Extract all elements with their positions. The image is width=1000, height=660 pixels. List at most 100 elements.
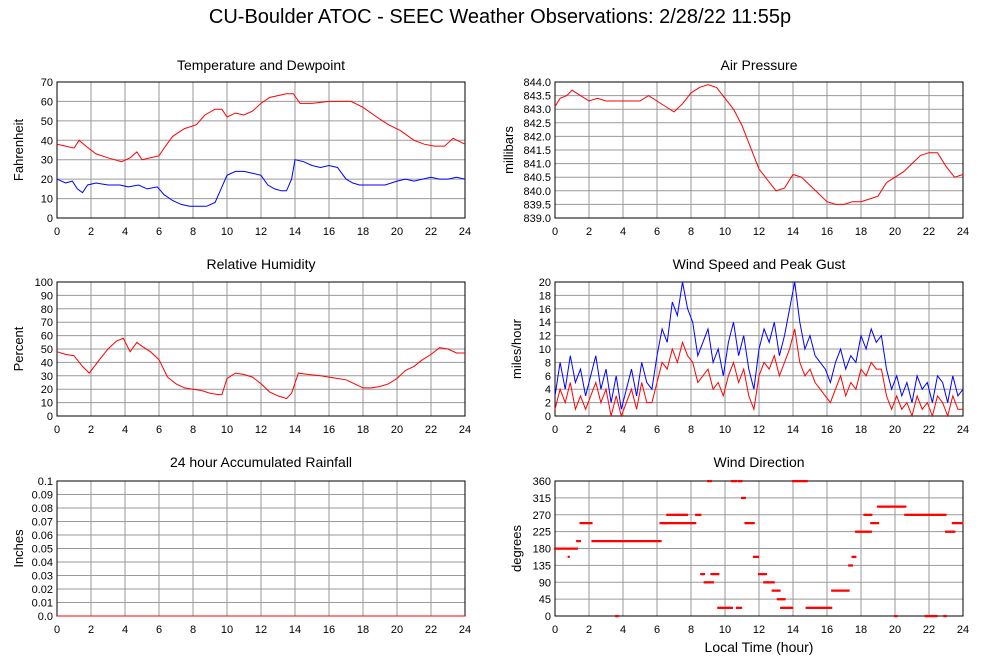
x-tick-label: 22 bbox=[425, 226, 437, 238]
x-tick-label: 4 bbox=[620, 424, 626, 436]
y-tick-label: 30 bbox=[41, 155, 53, 167]
data-point bbox=[771, 589, 774, 592]
data-point bbox=[713, 573, 716, 576]
data-point bbox=[634, 540, 638, 543]
y-axis-label: Fahrenheit bbox=[11, 119, 26, 182]
x-tick-label: 12 bbox=[255, 624, 267, 636]
data-point bbox=[584, 522, 588, 525]
data-point bbox=[615, 615, 618, 618]
data-point bbox=[683, 522, 686, 525]
data-point bbox=[554, 547, 557, 550]
data-point bbox=[925, 615, 929, 618]
data-point bbox=[670, 522, 674, 525]
data-point bbox=[874, 522, 877, 525]
x-tick-label: 18 bbox=[855, 624, 867, 636]
data-point bbox=[616, 615, 619, 618]
data-point bbox=[886, 505, 889, 508]
x-tick-label: 14 bbox=[787, 624, 799, 636]
x-tick-label: 12 bbox=[753, 424, 765, 436]
x-tick-label: 24 bbox=[957, 424, 969, 436]
data-point bbox=[860, 530, 863, 533]
x-tick-label: 8 bbox=[688, 624, 694, 636]
data-point bbox=[832, 589, 835, 592]
data-point bbox=[898, 505, 901, 508]
x-tick-label: 20 bbox=[391, 424, 403, 436]
data-point bbox=[609, 540, 612, 543]
data-point bbox=[877, 522, 880, 525]
data-point bbox=[652, 540, 655, 543]
data-point bbox=[714, 573, 717, 576]
data-point bbox=[589, 522, 592, 525]
data-point bbox=[664, 522, 667, 525]
data-point bbox=[711, 581, 714, 584]
y-tick-label: 18 bbox=[539, 290, 551, 302]
data-point bbox=[941, 513, 944, 516]
data-point bbox=[857, 530, 860, 533]
y-tick-label: 100 bbox=[35, 277, 53, 289]
data-point bbox=[844, 589, 847, 592]
data-point bbox=[719, 606, 723, 609]
x-tick-label: 2 bbox=[586, 624, 592, 636]
data-point bbox=[913, 513, 916, 516]
data-point bbox=[894, 505, 897, 508]
data-point bbox=[754, 555, 757, 558]
x-tick-label: 16 bbox=[821, 624, 833, 636]
data-point bbox=[592, 540, 595, 543]
data-point bbox=[730, 480, 733, 483]
data-point bbox=[639, 540, 642, 543]
y-tick-label: 0.09 bbox=[32, 490, 53, 502]
data-point bbox=[717, 573, 720, 576]
y-tick-label: 843.0 bbox=[523, 104, 551, 116]
data-point bbox=[848, 564, 851, 567]
x-tick-label: 22 bbox=[923, 226, 935, 238]
x-tick-label: 4 bbox=[122, 624, 128, 636]
data-point bbox=[911, 513, 914, 516]
x-tick-label: 18 bbox=[357, 624, 369, 636]
data-point bbox=[683, 513, 686, 516]
data-point bbox=[595, 540, 598, 543]
data-point bbox=[937, 513, 940, 516]
data-point bbox=[751, 522, 754, 525]
y-tick-label: 839.0 bbox=[523, 213, 551, 225]
data-point bbox=[902, 505, 906, 508]
data-point bbox=[653, 540, 657, 543]
data-point bbox=[696, 513, 699, 516]
data-point bbox=[957, 522, 960, 525]
data-point bbox=[624, 540, 627, 543]
data-point bbox=[821, 606, 825, 609]
data-point bbox=[847, 589, 850, 592]
data-point bbox=[768, 581, 771, 584]
series-line bbox=[554, 281, 964, 410]
y-tick-label: 10 bbox=[41, 194, 53, 206]
plot-frame bbox=[56, 81, 466, 219]
data-point bbox=[797, 480, 800, 483]
x-tick-label: 24 bbox=[957, 624, 969, 636]
data-point bbox=[958, 522, 961, 525]
data-point bbox=[837, 589, 841, 592]
y-tick-label: 315 bbox=[533, 493, 551, 505]
data-point bbox=[747, 522, 750, 525]
data-point bbox=[724, 606, 727, 609]
data-point bbox=[882, 505, 885, 508]
x-tick-label: 20 bbox=[391, 226, 403, 238]
data-point bbox=[580, 522, 584, 525]
data-point bbox=[710, 581, 713, 584]
data-point bbox=[771, 581, 774, 584]
data-point bbox=[778, 598, 781, 601]
data-point bbox=[695, 513, 698, 516]
x-tick-label: 2 bbox=[586, 424, 592, 436]
data-point bbox=[677, 513, 680, 516]
data-point bbox=[685, 513, 689, 516]
data-point bbox=[602, 540, 605, 543]
data-point bbox=[741, 496, 744, 500]
data-point bbox=[809, 606, 812, 609]
x-tick-label: 10 bbox=[221, 226, 233, 238]
data-point bbox=[820, 606, 823, 609]
data-point bbox=[808, 606, 811, 609]
y-tick-label: 225 bbox=[533, 527, 551, 539]
data-point bbox=[786, 606, 790, 609]
data-point bbox=[781, 606, 784, 609]
